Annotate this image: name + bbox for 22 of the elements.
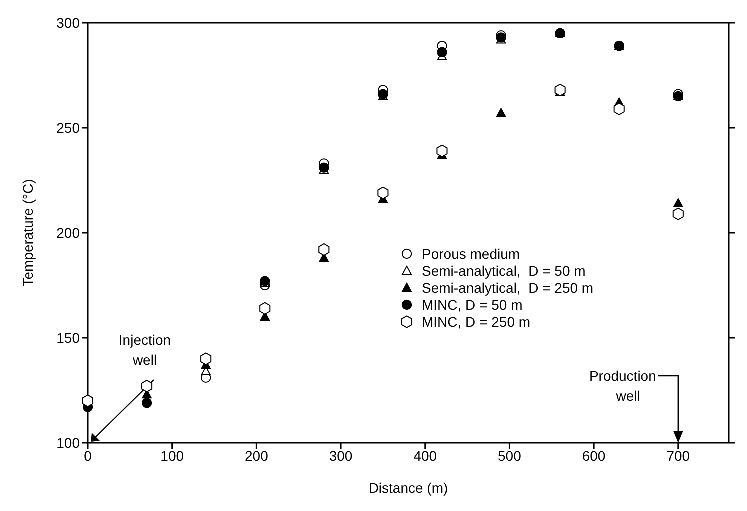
legend-label: MINC, D = 50 m [422, 296, 523, 312]
y-axis-title: Temperature (°C) [20, 179, 36, 287]
x-tick-label: 700 [666, 448, 690, 464]
x-tick-label: 600 [582, 448, 606, 464]
x-tick-label: 400 [414, 448, 438, 464]
legend-label: Semi-analytical, D = 250 m [422, 280, 594, 296]
legend-label: MINC, D = 250 m [422, 314, 531, 330]
x-tick-label: 100 [160, 448, 184, 464]
y-tick-label: 100 [56, 434, 80, 451]
x-tick-label: 200 [245, 448, 269, 464]
y-tick-label: 200 [56, 224, 80, 241]
y-tick-label: 150 [56, 330, 80, 346]
y-tick-label: 250 [56, 120, 80, 136]
annotation: Injection well [118, 332, 172, 368]
x-tick-label: 300 [329, 448, 353, 464]
x-tick-label: 500 [498, 448, 522, 464]
legend-label: Semi-analytical, D = 50 m [422, 262, 586, 278]
x-tick-label: 0 [84, 448, 92, 464]
y-tick-label: 300 [56, 14, 80, 31]
annotation: Production well [589, 368, 656, 404]
legend-label: Porous medium [422, 246, 520, 262]
x-axis-title: Distance (m) [368, 480, 448, 496]
